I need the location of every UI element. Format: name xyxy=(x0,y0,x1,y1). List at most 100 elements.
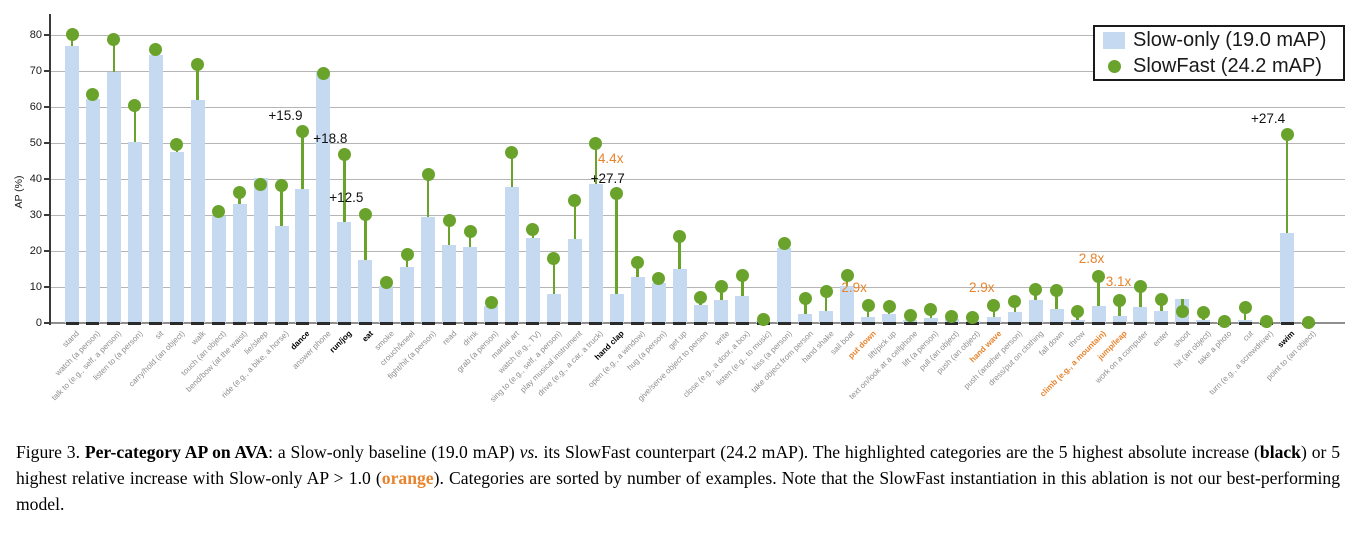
stem-fall down xyxy=(1055,290,1058,309)
stem-dance xyxy=(301,131,304,189)
x-tick-dance xyxy=(295,321,309,325)
annotation-3.1x: 3.1x xyxy=(1105,273,1132,289)
stem-close (e.g., a door, a box) xyxy=(741,275,744,297)
y-tick-label-30: 30 xyxy=(29,208,42,221)
bar-carry/hold (an object) xyxy=(169,152,184,323)
bar-watch (a person) xyxy=(85,98,100,323)
x-tick-sing to (e.g., self, a person) xyxy=(547,321,561,325)
bar-grab (a person) xyxy=(484,306,498,323)
dot-dress/put on clothing xyxy=(1029,282,1043,296)
x-tick-write xyxy=(714,321,728,325)
y-tick-label-10: 10 xyxy=(29,280,42,293)
y-tick-70 xyxy=(44,69,49,72)
caption-segment: black xyxy=(1259,442,1301,462)
x-label-text: cut xyxy=(1240,329,1255,343)
dot-get up xyxy=(673,230,687,244)
bar-ride (e.g., a bike, a horse) xyxy=(274,225,289,323)
x-tick-martial art xyxy=(505,321,519,325)
bar-eat xyxy=(358,259,373,323)
caption-segment: ) or 5 highest relative increase with Sl… xyxy=(16,442,1340,488)
y-tick-50 xyxy=(44,141,49,144)
bar-hand wave xyxy=(986,316,1001,323)
x-tick-smoke xyxy=(379,321,393,325)
annotation-4.4x: 4.4x xyxy=(597,150,624,166)
x-tick-hand clap xyxy=(610,321,624,325)
y-tick-label-0: 0 xyxy=(35,317,42,329)
x-tick-play musical instrument xyxy=(568,321,582,325)
stem-ride (e.g., a bike, a horse) xyxy=(280,185,283,226)
dot-stand xyxy=(65,28,79,42)
x-tick-swim xyxy=(1280,321,1294,325)
bar-touch (an object) xyxy=(211,216,226,323)
bar-dance xyxy=(295,188,310,323)
stem-read xyxy=(447,220,451,246)
stem-sing to (e.g., self, a person) xyxy=(552,258,556,295)
x-tick-watch (e.g., TV) xyxy=(526,321,540,325)
stem-hand shake xyxy=(824,291,828,312)
dot-open (e.g., a window) xyxy=(631,255,645,269)
bar-martial art xyxy=(504,186,519,323)
bar-hug (a person) xyxy=(651,282,666,323)
stem-cut xyxy=(1243,307,1247,321)
bar-talk to (e.g., self, a person) xyxy=(106,72,121,323)
bar-sit xyxy=(148,54,163,323)
gridline-30 xyxy=(50,214,1345,216)
x-tick-run/jog xyxy=(337,321,351,325)
dot-eat xyxy=(358,208,372,222)
dot-push (an object) xyxy=(966,311,980,325)
bar-hand shake xyxy=(819,311,834,323)
dot-hand wave xyxy=(987,298,1001,312)
figure-caption: Figure 3. Per-category AP on AVA: a Slow… xyxy=(16,440,1340,517)
dot-crouch/kneel xyxy=(400,248,414,262)
legend-entry-slowfast: SlowFast (24.2 mAP) xyxy=(1103,53,1343,79)
x-tick-sail boat xyxy=(840,321,854,325)
bar-drive (e.g., a car, a truck) xyxy=(588,184,603,323)
x-tick-fight/hit (a person) xyxy=(421,321,435,325)
y-axis-line xyxy=(49,14,51,325)
bar-open (e.g., a window) xyxy=(630,276,645,323)
gridline-70 xyxy=(50,70,1345,72)
x-label-text: walk xyxy=(189,329,208,347)
x-tick-carry/hold (an object) xyxy=(170,321,184,325)
dot-sing to (e.g., self, a person) xyxy=(547,251,561,265)
x-tick-ride (e.g., a bike, a horse) xyxy=(275,321,288,325)
stem-get up xyxy=(678,236,681,269)
y-tick-60 xyxy=(44,105,49,108)
bar-kiss (a person) xyxy=(777,248,792,323)
x-tick-hug (a person) xyxy=(652,321,666,325)
x-tick-stand xyxy=(65,321,79,325)
y-tick-80 xyxy=(44,33,49,36)
bar-read xyxy=(442,245,457,323)
x-tick-talk to (e.g., self, a person) xyxy=(107,321,121,325)
dot-take object from person xyxy=(798,291,812,305)
bar-give/serve object to person xyxy=(693,305,708,323)
caption-segment: its SlowFast counterpart (24.2 mAP). The… xyxy=(538,442,1260,462)
x-tick-work on a computer xyxy=(1133,321,1147,325)
annotation-+12.5: +12.5 xyxy=(329,189,364,205)
dot-hit (an object) xyxy=(1196,306,1210,320)
dot-enter xyxy=(1154,292,1168,306)
x-tick-listen to (a person) xyxy=(128,321,142,325)
stem-take object from person xyxy=(804,298,807,314)
x-tick-drive (e.g., a car, a truck) xyxy=(589,321,603,325)
dot-lie/sleep xyxy=(254,177,268,191)
dot-write xyxy=(714,280,728,294)
bar-lie/sleep xyxy=(253,178,268,323)
annotation-+27.4: +27.4 xyxy=(1251,111,1286,127)
dot-talk to (e.g., self, a person) xyxy=(107,33,121,47)
x-tick-bend/bow (at the waist) xyxy=(233,321,247,325)
dot-hand clap xyxy=(610,187,624,201)
y-tick-label-20: 20 xyxy=(29,244,42,257)
plot-area: 0 10 20 30 40 50 60 70 80 stand watch (a person) ta… xyxy=(29,14,1345,404)
x-tick-touch (an object) xyxy=(212,321,226,325)
caption-segment: Figure 3. xyxy=(16,442,85,462)
dot-push (another person) xyxy=(1008,295,1022,309)
stem-walk xyxy=(196,64,199,101)
legend-label-slowfast: SlowFast (24.2 mAP) xyxy=(1133,54,1322,77)
dot-walk xyxy=(191,58,205,72)
x-tick-sit xyxy=(149,321,163,325)
gridline-10 xyxy=(50,286,1345,288)
bar-get up xyxy=(672,268,687,323)
x-label-text: enter xyxy=(1151,329,1171,349)
x-tick-eat xyxy=(358,321,372,325)
